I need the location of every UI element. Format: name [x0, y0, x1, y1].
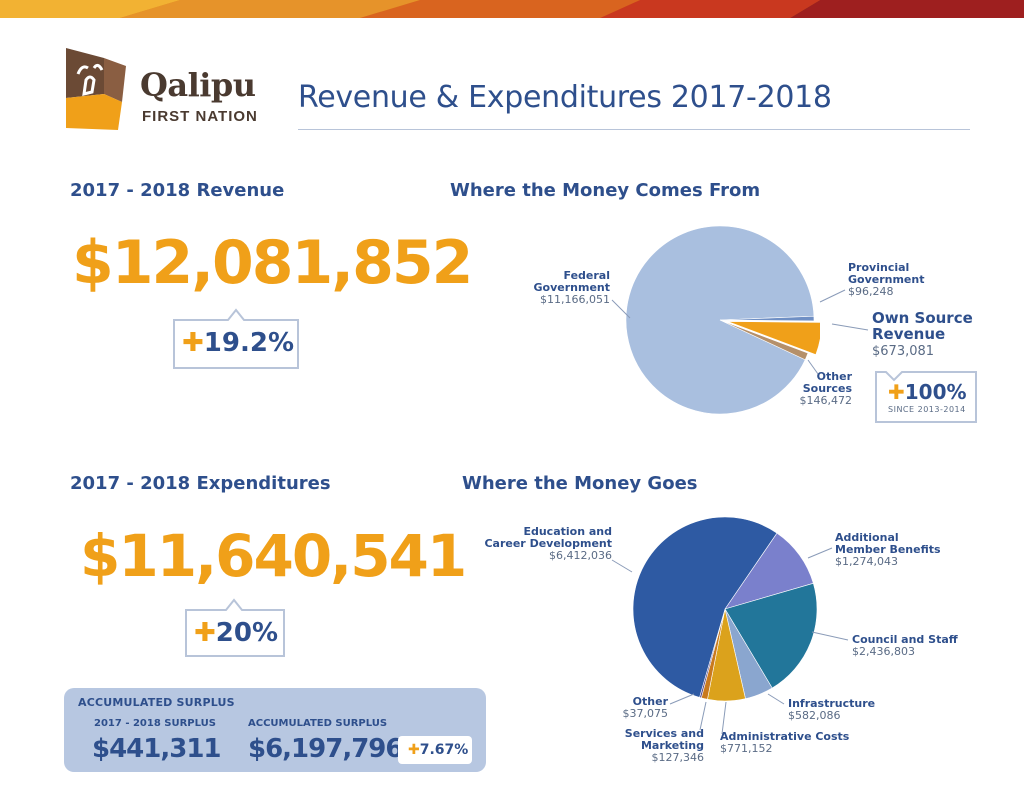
page-title: Revenue & Expenditures 2017-2018: [298, 80, 832, 115]
own-source-change-callout: [875, 371, 977, 423]
plus-icon: ✚: [182, 328, 204, 358]
revenue-change: ✚19.2%: [182, 328, 294, 358]
revenue-heading: 2017 - 2018 Revenue: [70, 180, 285, 201]
surplus-title: ACCUMULATED SURPLUS: [78, 696, 235, 709]
accumulated-surplus-label: ACCUMULATED SURPLUS: [248, 718, 388, 729]
expenditures-change: ✚20%: [194, 618, 279, 648]
logo-name: Qalipu: [140, 66, 256, 104]
other-sources-label: Other Sources $146,472: [799, 370, 853, 407]
own-source-label: Own Source Revenue $673,081: [872, 309, 973, 359]
surplus-change: ✚7.67%: [408, 742, 469, 758]
expenditure-chart-title: Where the Money Goes: [462, 473, 698, 494]
expenditures-change-callout: [185, 598, 285, 657]
other-expense-label: Other $37,075: [622, 695, 669, 720]
header-banner: [0, 0, 1024, 18]
year-surplus-value: $441,311: [92, 734, 222, 764]
pie-slice-education-and-career-development: [632, 516, 778, 698]
own-source-since: SINCE 2013-2014: [888, 405, 966, 414]
surplus-change-badge: [398, 736, 472, 764]
pie-slice-council-and-staff: [724, 582, 818, 689]
expenditures-total: $11,640,541: [80, 522, 467, 590]
expenditure-pie-chart: [632, 516, 818, 702]
plus-icon: ✚: [194, 618, 216, 648]
plus-icon: ✚: [888, 380, 905, 404]
federal-label: Federal Government $11,166,051: [533, 269, 610, 306]
pie-slice-provincial-government: [719, 315, 815, 322]
plus-icon: ✚: [408, 742, 420, 758]
pie-slice-other-sources: [719, 319, 809, 361]
revenue-change-callout: [173, 308, 299, 369]
accumulated-surplus-value: $6,197,796: [248, 734, 403, 764]
revenue-total: $12,081,852: [72, 228, 473, 298]
admin-costs-label: Administrative Costs $771,152: [720, 730, 850, 755]
services-marketing-label: Services and Marketing $127,346: [624, 727, 704, 764]
revenue-chart-title: Where the Money Comes From: [450, 180, 761, 201]
pie-slice-own-source-revenue: [727, 321, 820, 355]
provincial-label: Provincial Government $96,248: [848, 261, 925, 298]
education-label: Education and Career Development $6,412,03…: [484, 525, 612, 562]
revenue-pie-chart: [625, 225, 820, 415]
council-staff-label: Council and Staff $2,436,803: [852, 633, 958, 658]
pie-slice-federal-government: [625, 225, 815, 415]
own-source-change: ✚100%: [888, 380, 967, 404]
title-divider: [298, 129, 970, 130]
logo-subtitle: FIRST NATION: [142, 108, 258, 125]
qalipu-logo: [66, 48, 126, 130]
member-benefits-label: Additional Member Benefits $1,274,043: [835, 531, 941, 568]
expenditures-heading: 2017 - 2018 Expenditures: [70, 473, 331, 494]
infrastructure-label: Infrastructure $582,086: [788, 697, 876, 722]
year-surplus-label: 2017 - 2018 SURPLUS: [94, 718, 216, 729]
